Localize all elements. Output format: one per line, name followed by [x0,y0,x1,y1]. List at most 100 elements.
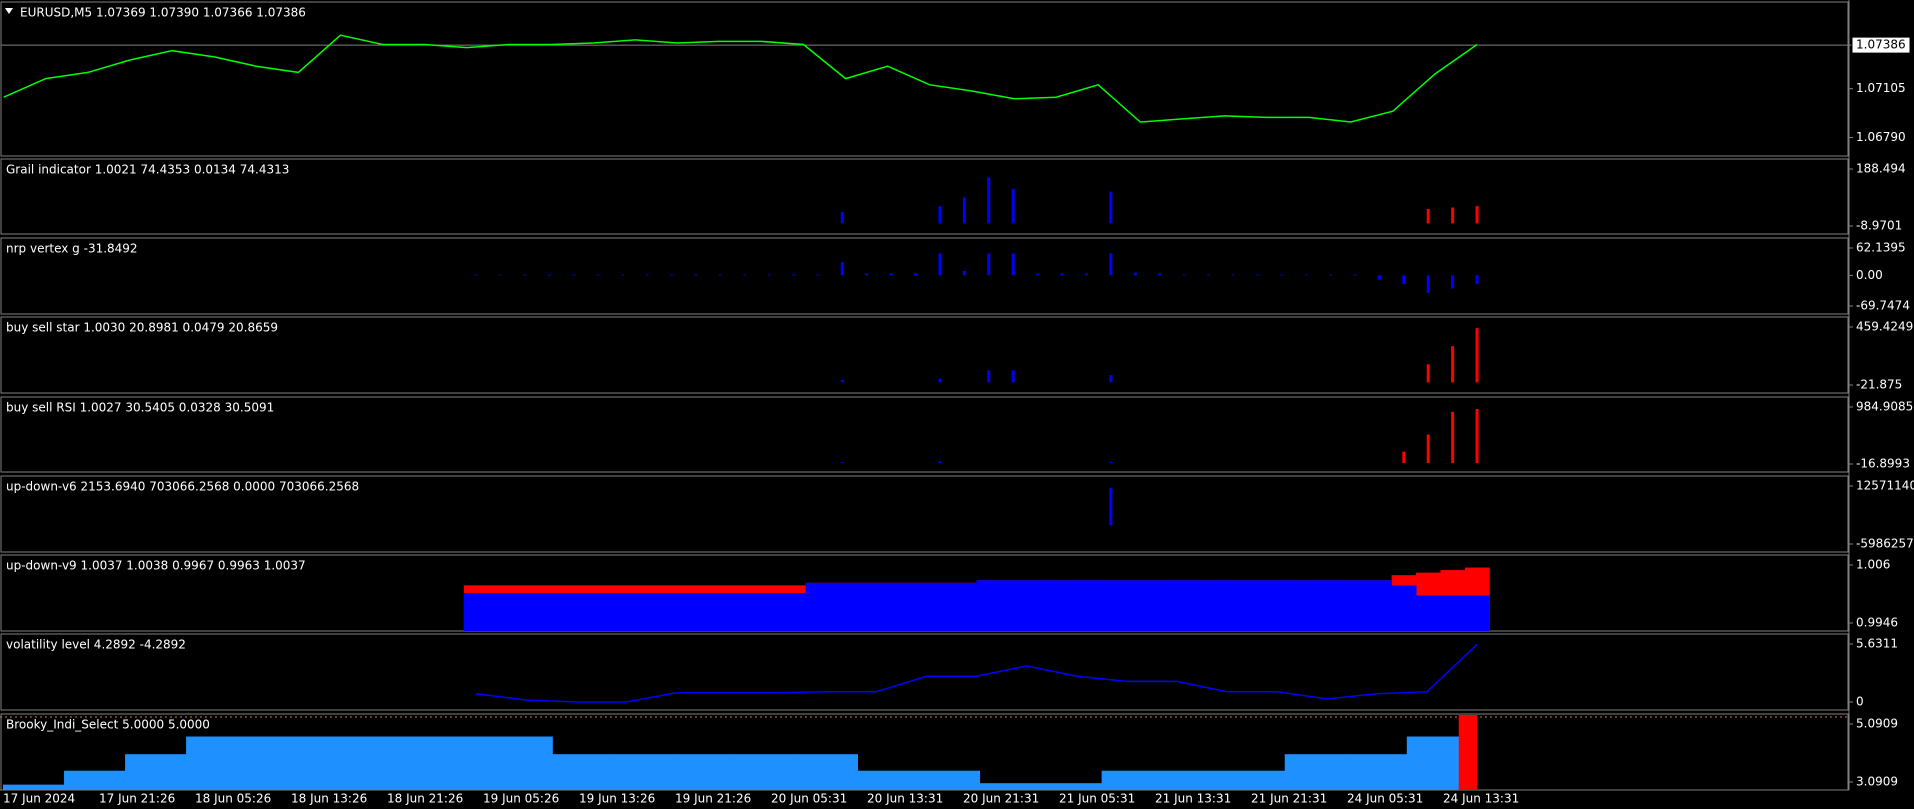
column [463,592,489,631]
spike [572,274,576,276]
step [186,736,248,790]
spike [1304,274,1308,276]
spike [1280,274,1284,276]
step [125,754,187,790]
spike [1475,275,1479,285]
price-box [1851,36,1911,54]
column [952,582,978,631]
step [1162,770,1225,790]
y-tick-label: 1.006 [1856,558,1890,572]
step [247,736,309,790]
pane-frame [0,316,1849,394]
collapse-icon[interactable] [5,8,13,14]
spike [938,461,942,464]
spike [1011,253,1015,276]
pane-frame [0,237,1849,315]
x-tick-label: 24 Jun 13:31 [1443,792,1519,806]
spike [621,274,625,276]
pane-label: nrp vertex g -31.8492 [6,242,138,256]
y-tick-label: 1.06790 [1856,130,1906,144]
column [1220,580,1246,631]
pane-label: volatility level 4.2892 -4.2892 [6,638,186,652]
pane-frame [0,633,1849,711]
series-line [3,34,1478,123]
spike [987,177,991,224]
spike [743,274,747,276]
pane-label: EURUSD,M5 1.07369 1.07390 1.07366 1.0738… [20,6,306,20]
step [796,754,858,790]
column [1000,580,1026,631]
step [430,736,492,790]
spike [987,253,991,276]
spike [914,273,918,276]
y-tick-label: 5.0909 [1856,717,1898,731]
spike [1451,275,1455,289]
spike [1426,434,1430,464]
spike [1451,411,1455,464]
step [308,736,370,790]
column [1416,595,1441,631]
column [512,592,538,631]
spike [1109,461,1113,464]
spike [1353,274,1357,276]
step [1040,783,1103,790]
column [610,592,636,631]
y-tick-label: 62.1395 [1856,241,1906,255]
series-line [475,643,1478,703]
x-tick-label: 21 Jun 05:31 [1059,792,1135,806]
spike [718,274,722,276]
x-tick-label: 24 Jun 05:31 [1347,792,1423,806]
y-tick-label: 459.4249 [1856,320,1913,334]
y-tick-label: -69.7474 [1856,299,1910,313]
spike [547,274,551,276]
spike [474,274,478,276]
spike [840,379,844,383]
column [1318,580,1344,631]
step [1406,736,1469,790]
step [3,784,65,790]
spike [1206,274,1210,276]
x-tick-label: 18 Jun 21:26 [387,792,463,806]
spike [1426,364,1430,383]
spike [1377,275,1381,280]
y-tick-label: 188.494 [1856,162,1906,176]
column [634,592,660,631]
column [1293,580,1319,631]
column [854,582,880,631]
spike [1451,207,1455,224]
spike [840,262,844,276]
column [1025,580,1051,631]
column [1440,595,1466,631]
pane-label: up-down-v9 1.0037 1.0038 0.9967 0.9963 1… [6,559,306,573]
pane-label: buy sell star 1.0030 20.8981 0.0479 20.8… [6,321,278,335]
spike [1475,328,1479,383]
spike [596,274,600,276]
spike [962,270,966,276]
spike [938,206,942,224]
spike [962,197,966,224]
column [1049,580,1075,631]
x-tick-label: 21 Jun 13:31 [1155,792,1231,806]
column [585,592,611,631]
x-tick-label: 20 Jun 05:31 [771,792,847,806]
spike [1011,370,1015,383]
pane-frame [0,475,1849,553]
spike [1475,408,1479,464]
spike [1402,275,1406,285]
spike [1060,273,1064,276]
pane-frame [0,1,1849,157]
column [878,582,904,631]
column [1367,580,1393,631]
spike [1402,451,1406,464]
spike [645,274,649,276]
y-tick-label: 0 [1856,695,1864,709]
column [756,592,782,631]
step [491,736,553,790]
pane-label: Grail indicator 1.0021 74.4353 0.0134 74… [6,163,289,177]
x-tick-label: 18 Jun 13:26 [291,792,367,806]
step [369,736,431,790]
y-tick-label: -5986257.3 [1856,537,1914,551]
column [1196,580,1222,631]
step [1101,770,1164,790]
